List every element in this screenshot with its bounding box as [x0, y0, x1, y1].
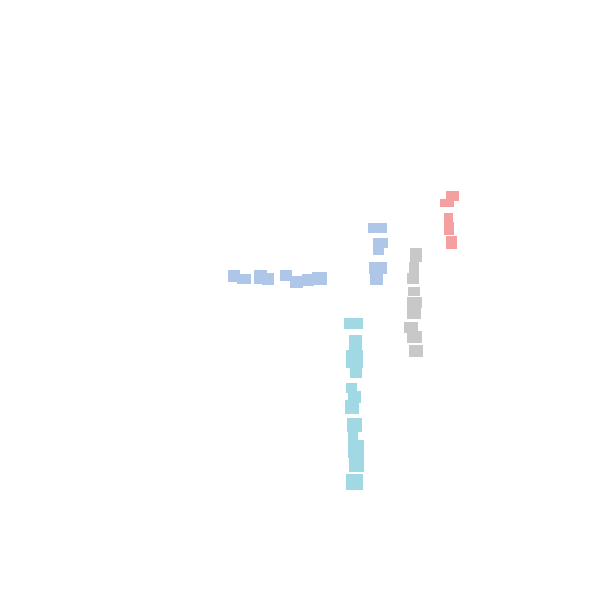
gray-fragment [408, 287, 420, 296]
blue-fragment [369, 262, 387, 274]
gray-fragment [409, 262, 419, 274]
red-fragment [446, 191, 459, 201]
cyan-fragment [350, 366, 362, 378]
blue-fragment [237, 274, 251, 284]
red-fragment [446, 236, 457, 249]
cyan-fragment [346, 383, 357, 393]
cyan-fragment [348, 432, 358, 442]
cyan-fragment [348, 440, 364, 458]
gray-fragment [407, 331, 422, 343]
cyan-fragment [347, 418, 362, 432]
red-fragment [444, 213, 453, 223]
cyan-fragment [349, 335, 362, 350]
gray-fragment [407, 307, 421, 319]
blue-fragment [290, 276, 303, 288]
gray-fragment [410, 248, 422, 262]
blue-fragment [373, 238, 388, 248]
cyan-fragment [346, 350, 363, 368]
blue-fragment [312, 272, 327, 285]
blue-fragment [262, 273, 274, 285]
cyan-fragment [344, 318, 363, 329]
blue-fragment [373, 246, 384, 255]
cyan-fragment [346, 474, 363, 490]
red-fragment [440, 199, 454, 207]
blue-fragment [368, 223, 387, 233]
gray-fragment [407, 297, 422, 308]
cyan-fragment [345, 400, 359, 414]
red-fragment [444, 222, 454, 235]
gray-fragment [407, 273, 419, 284]
gray-fragment [409, 345, 423, 357]
blue-fragment [302, 274, 314, 286]
blue-fragment [370, 273, 383, 285]
gray-fragment [404, 322, 418, 333]
cyan-fragment [349, 456, 364, 472]
blue-fragment [280, 270, 292, 281]
